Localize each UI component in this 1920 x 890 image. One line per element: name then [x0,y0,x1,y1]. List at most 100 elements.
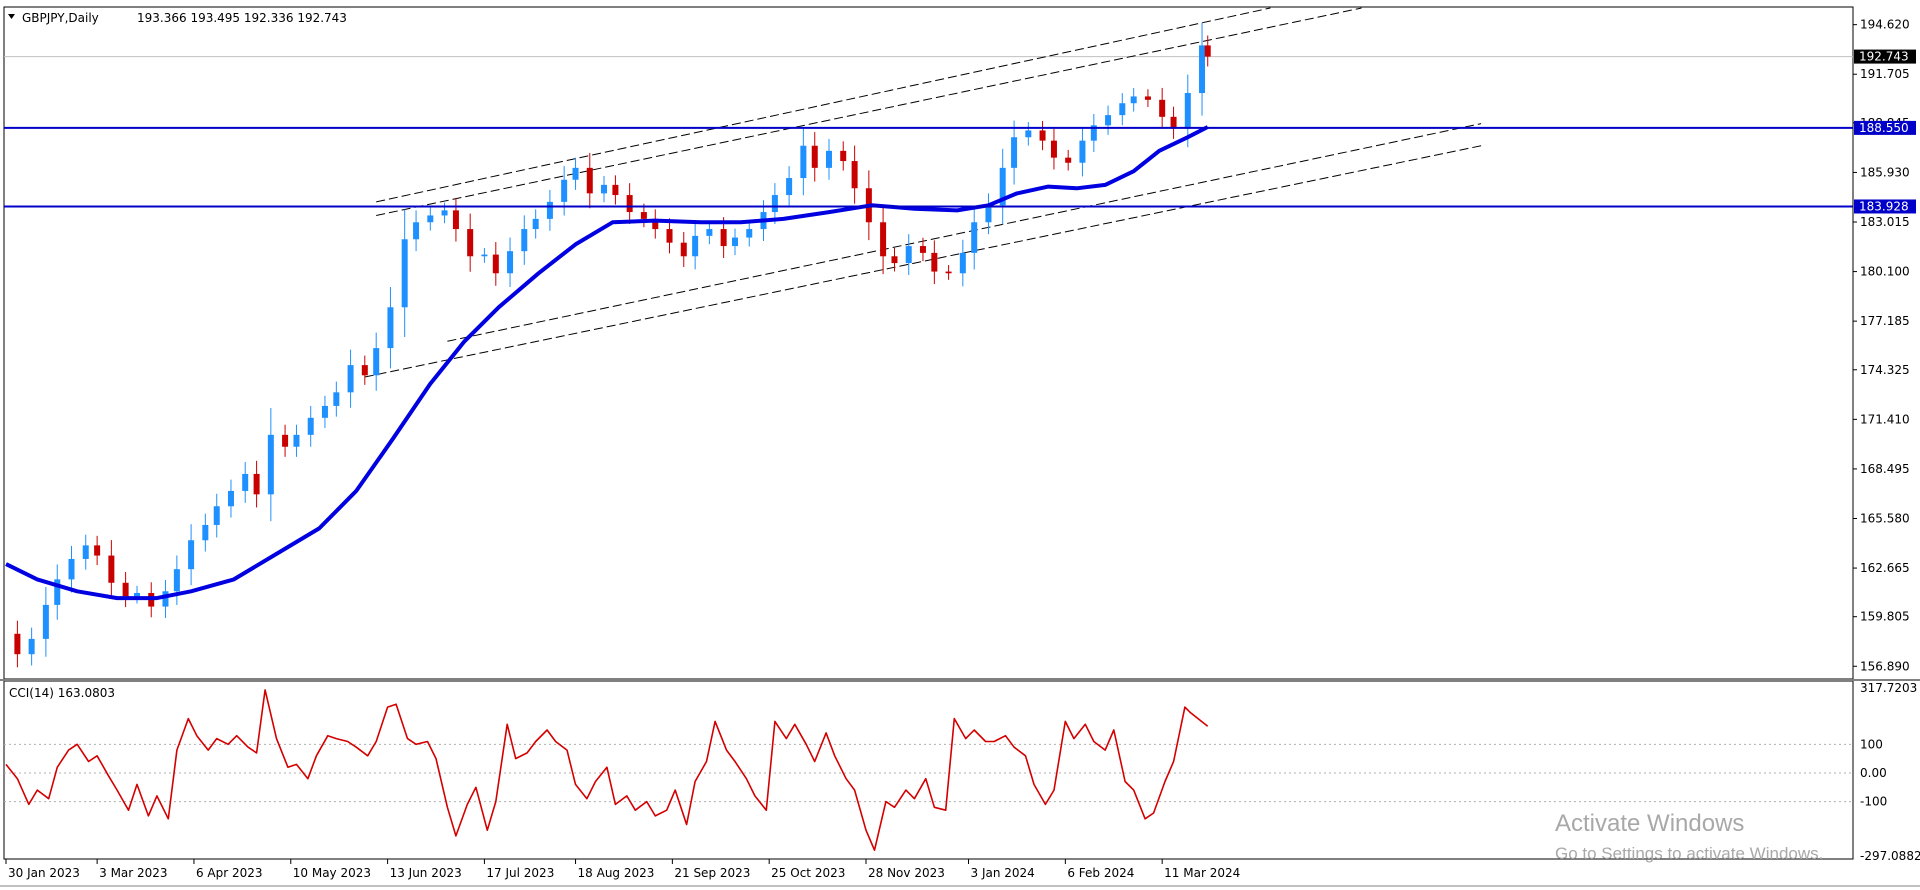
candle-body [1065,157,1072,163]
candle-body [1199,45,1206,94]
cci-tick-label: 100 [1860,737,1883,751]
time-tick-label: 18 Aug 2023 [578,866,655,880]
activate-windows-subtitle: Go to Settings to activate Windows. [1555,844,1823,863]
cci-tick-label: -297.0882 [1860,849,1920,863]
price-tick-label: 168.495 [1860,462,1910,476]
candle-body [68,558,75,580]
cci-tick-label: -100 [1860,795,1887,809]
candle-body [1204,45,1211,57]
indicator-pane[interactable] [3,680,1854,860]
candle-body [253,473,260,495]
candle-body [919,246,926,253]
price-tick-label: 185.930 [1860,165,1910,179]
candle-body [652,218,659,230]
candle-body [891,256,898,264]
time-tick-label: 25 Oct 2023 [771,866,845,880]
candle-body [945,271,952,274]
candle-body [507,251,514,274]
candle-body [82,545,89,559]
time-tick-label: 21 Sep 2023 [674,866,750,880]
candle-body [14,633,21,655]
candle-body [321,405,328,418]
candle-body [227,490,234,507]
candle-body [1105,115,1112,126]
candle-body [1119,103,1126,116]
ohlc-label: 193.366 193.495 192.336 192.743 [137,11,347,25]
candle-body [1144,96,1151,100]
candle-body [680,242,687,257]
level-price-label: 188.550 [1859,121,1909,135]
candle-body [931,252,938,272]
time-tick-label: 6 Feb 2024 [1067,866,1134,880]
moving-average-line [5,125,1209,601]
candle-body [746,229,753,238]
price-tick-label: 180.100 [1860,265,1910,279]
time-tick-label: 3 Mar 2023 [99,866,167,880]
candle-body [267,434,274,495]
candle-body [401,239,408,308]
activate-windows-title: Activate Windows [1555,810,1744,837]
candle-body [786,178,793,196]
symbol-label: GBPJPY,Daily [22,11,99,25]
candle-body [108,555,115,583]
candle-body [959,252,966,274]
candle-body [572,167,579,180]
candle-body [706,229,713,236]
candle-body [1090,125,1097,141]
moving-average [5,125,1209,601]
candle-body [666,229,673,243]
candle-body [282,434,289,447]
level-price-label: 183.928 [1859,199,1909,213]
last-price-box [1854,49,1916,64]
candle-body [825,150,832,168]
price-tick-label: 165.580 [1860,511,1910,525]
price-tick-label: 174.325 [1860,363,1910,377]
candle-body [521,229,528,252]
horizontal-lines[interactable] [4,126,1853,208]
candle-body [452,210,459,230]
main-price-pane[interactable] [3,6,1854,680]
candle-body [213,506,220,525]
candles [14,22,1211,668]
candle-body [1159,99,1166,117]
price-tick-label: 183.015 [1860,215,1910,229]
cci-indicator: 317.7203 100 0.00 -100 -297.0882 [4,681,1920,863]
candle-body [481,254,488,257]
candle-body [586,167,593,194]
candle-body [413,222,420,240]
candle-body [546,201,553,219]
trend-line[interactable] [376,7,1271,203]
chart-menu-triangle-icon[interactable] [8,14,15,19]
candle-body [333,392,340,406]
price-tick-label: 171.410 [1860,412,1910,426]
candle-body [1025,130,1032,138]
candle-body [720,229,727,247]
candle-body [800,145,807,179]
candle-body [492,254,499,274]
candle-body [905,246,912,264]
candle-body [467,229,474,257]
candle-body [561,179,568,202]
time-tick-label: 3 Jan 2024 [971,866,1035,880]
candle-body [1184,93,1191,129]
candle-body [1170,116,1177,129]
candle-body [1039,130,1046,141]
time-tick-label: 28 Nov 2023 [868,866,945,880]
last-price-label: 192.743 [1859,50,1909,64]
candle-body [840,150,847,162]
candle-body [985,205,992,223]
candle-body [1011,137,1018,168]
candle-body [42,604,49,639]
trend-line[interactable] [447,123,1482,342]
cci-line [5,689,1209,852]
trend-line[interactable] [364,145,1482,378]
trend-line[interactable] [376,7,1362,216]
candle-body [293,434,300,447]
time-tick-label: 11 Mar 2024 [1164,866,1240,880]
cci-tick-label: 317.7203 [1860,681,1917,695]
candle-body [811,145,818,168]
candle-body [94,545,101,556]
price-tick-label: 177.185 [1860,314,1910,328]
candle-body [626,195,633,213]
